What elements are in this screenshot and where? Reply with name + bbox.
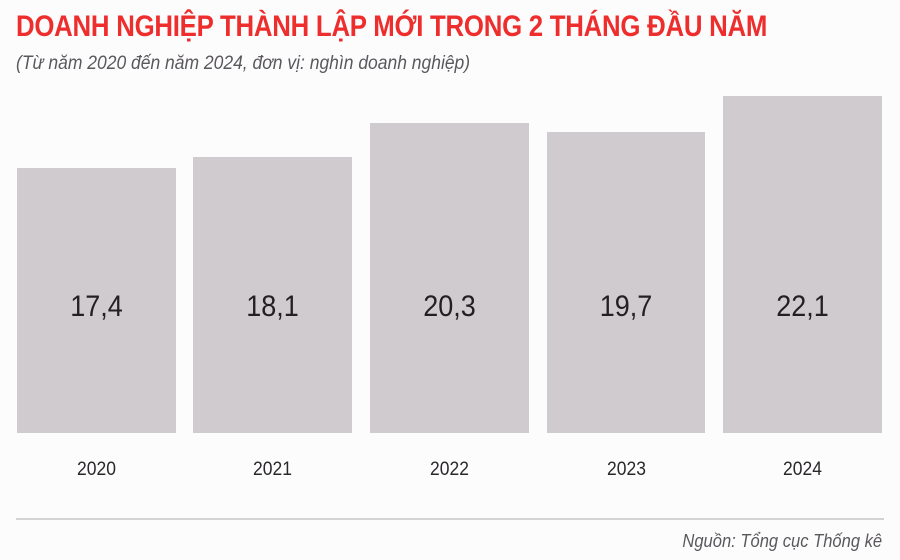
x-axis-label-2022: 2022 [430,459,469,480]
bar-value-2021: 18,1 [246,290,299,323]
bar-2021 [193,157,352,433]
source-note: Nguồn: Tổng cục Thống kê [682,531,882,551]
x-axis-label-2020: 2020 [77,459,116,480]
footer-divider [16,518,884,520]
bar-value-2023: 19,7 [599,290,653,323]
x-axis-label-2023: 2023 [607,459,646,480]
bar-value-2024: 22,1 [776,290,829,323]
chart-subtitle: (Từ năm 2020 đến năm 2024, đơn vị: nghìn… [16,53,471,74]
chart-title: DOANH NGHIỆP THÀNH LẬP MỚI TRONG 2 THÁNG… [16,10,768,43]
x-axis-label-2021: 2021 [253,459,292,480]
bar-2024 [723,96,882,433]
x-axis-label-2024: 2024 [783,459,822,480]
bar-value-2022: 20,3 [423,290,476,323]
bar-2020 [17,168,176,433]
bar-2023 [547,132,705,433]
bar-2022 [370,123,529,433]
bar-value-2020: 17,4 [70,290,123,323]
